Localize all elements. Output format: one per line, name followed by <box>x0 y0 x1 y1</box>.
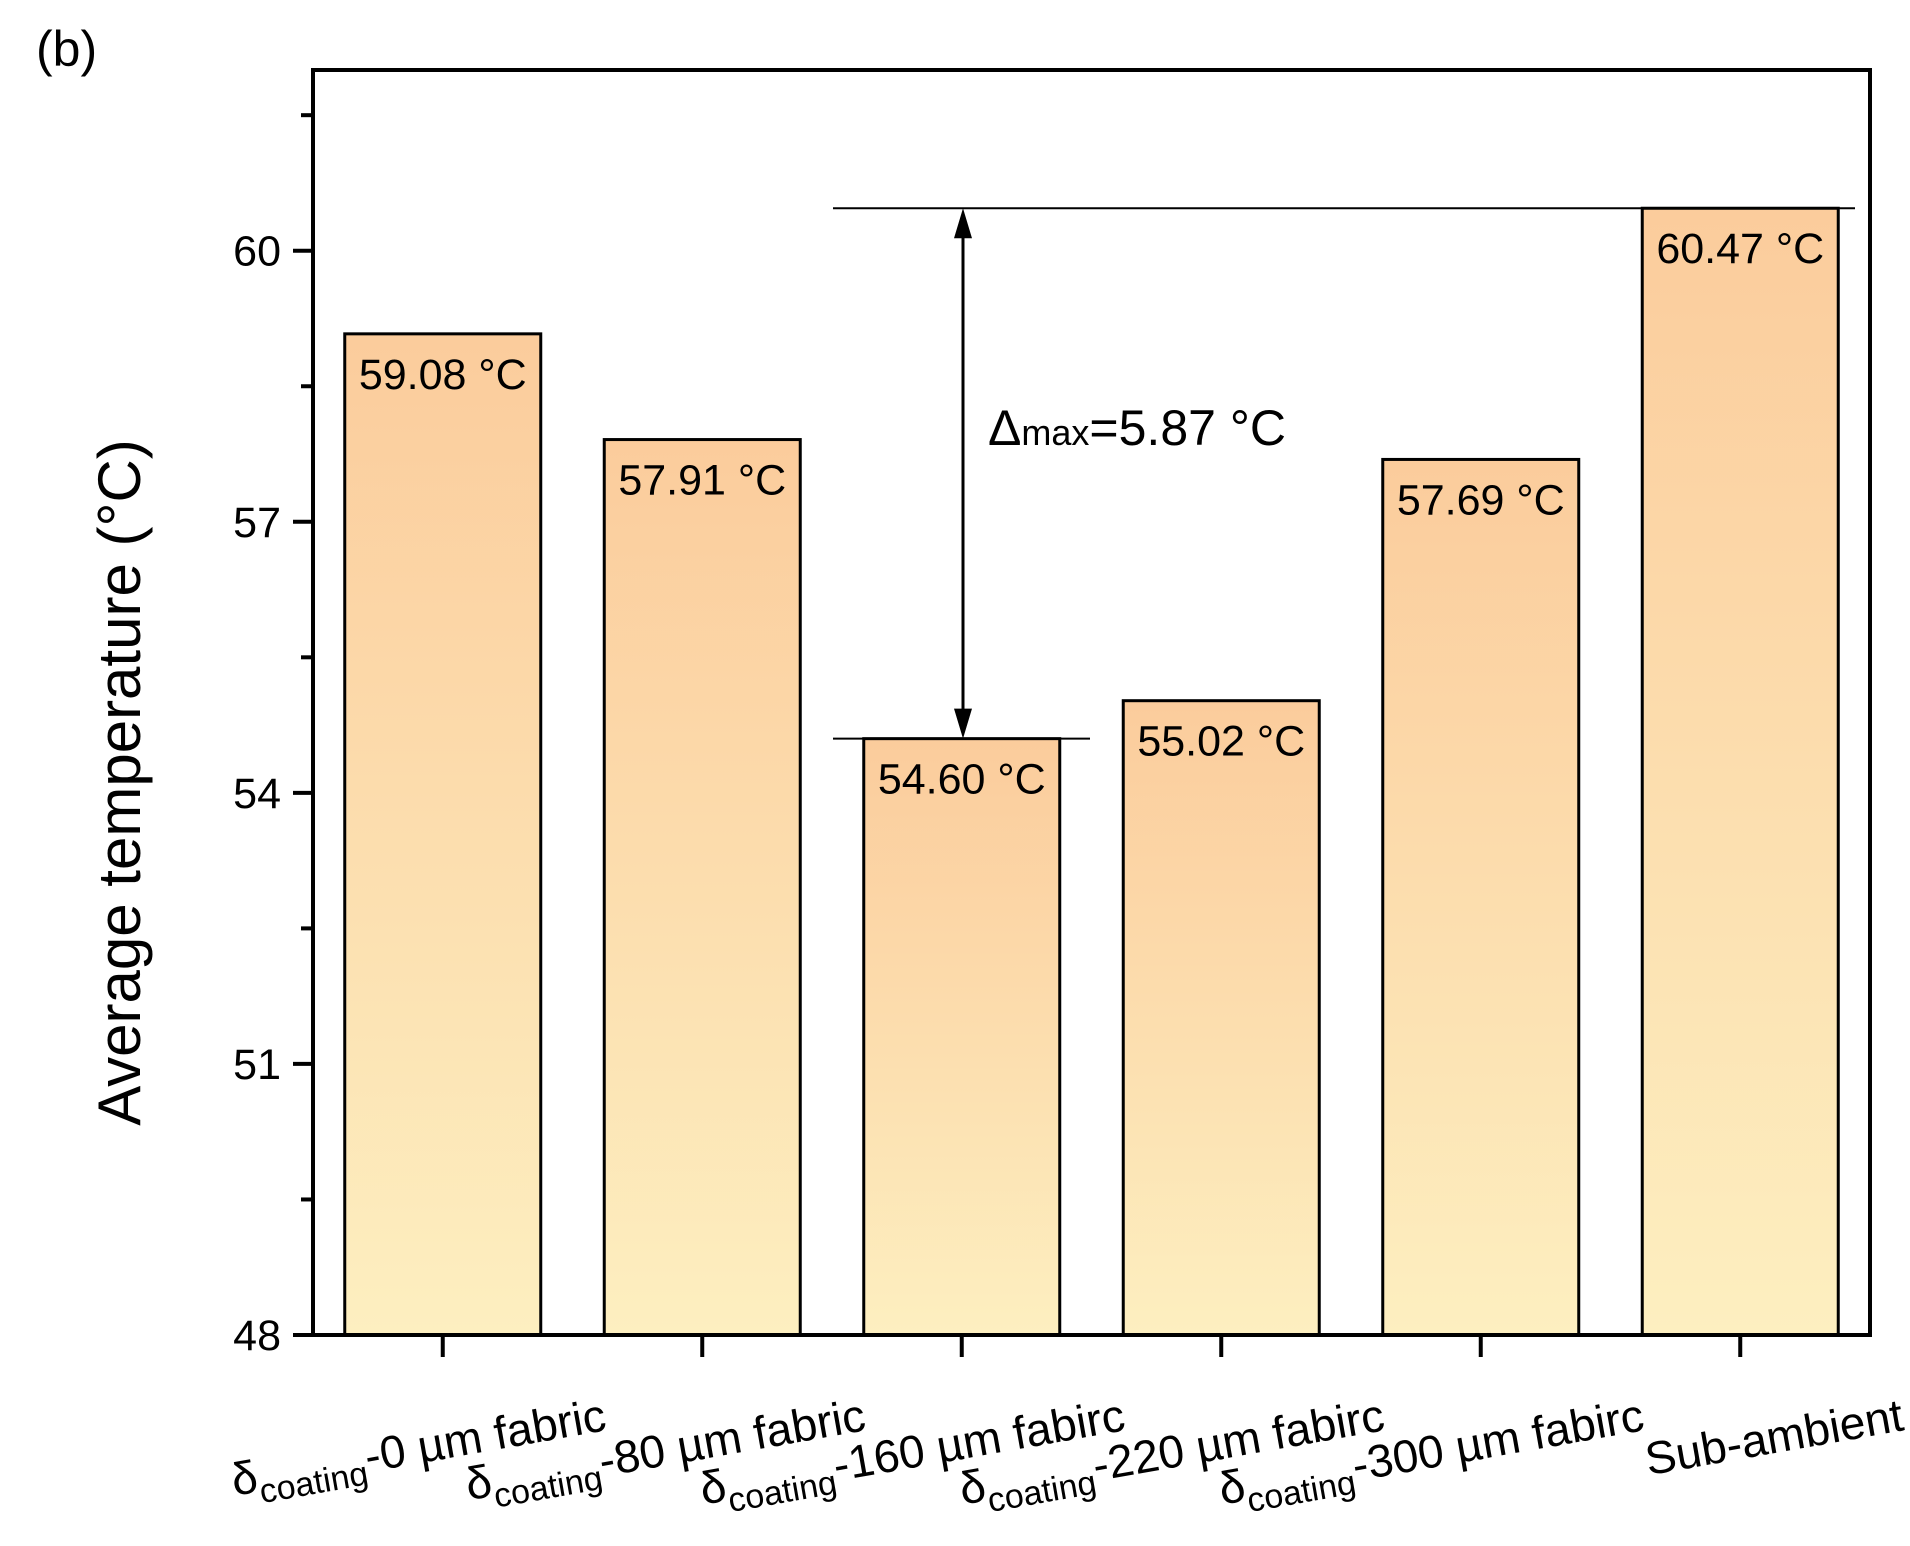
bar-value-label-2: 57.91 °C <box>618 457 786 505</box>
bar-1 <box>343 332 543 1337</box>
bar-value-label-4: 55.02 °C <box>1137 718 1305 766</box>
y-tick-label-48: 48 <box>233 1312 281 1360</box>
y-tick-label-60: 60 <box>233 228 281 276</box>
y-tick-label-51: 51 <box>233 1041 281 1089</box>
bar-3 <box>862 737 1062 1337</box>
bar-6 <box>1640 206 1840 1337</box>
y-tick-label-54: 54 <box>233 770 281 818</box>
panel-label: (b) <box>36 21 97 77</box>
x-category-label-6: Sub-ambient <box>1641 1389 1907 1486</box>
delta-max-annotation: Δmax=5.87 °C <box>988 400 1286 456</box>
bar-4 <box>1121 699 1321 1337</box>
bar-2 <box>602 438 802 1337</box>
y-tick-label-57: 57 <box>233 499 281 547</box>
bar-value-label-1: 59.08 °C <box>359 351 527 399</box>
bar-value-label-5: 57.69 °C <box>1397 476 1565 524</box>
delta-arrow-head-top <box>954 208 972 239</box>
bar-value-label-6: 60.47 °C <box>1656 225 1824 273</box>
bar-value-label-3: 54.60 °C <box>878 756 1046 804</box>
bar-5 <box>1381 457 1581 1337</box>
plot-frame <box>311 68 1872 1337</box>
y-axis-label: Average temperature (°C) <box>86 439 153 1126</box>
delta-arrow-head-bottom <box>954 708 972 739</box>
